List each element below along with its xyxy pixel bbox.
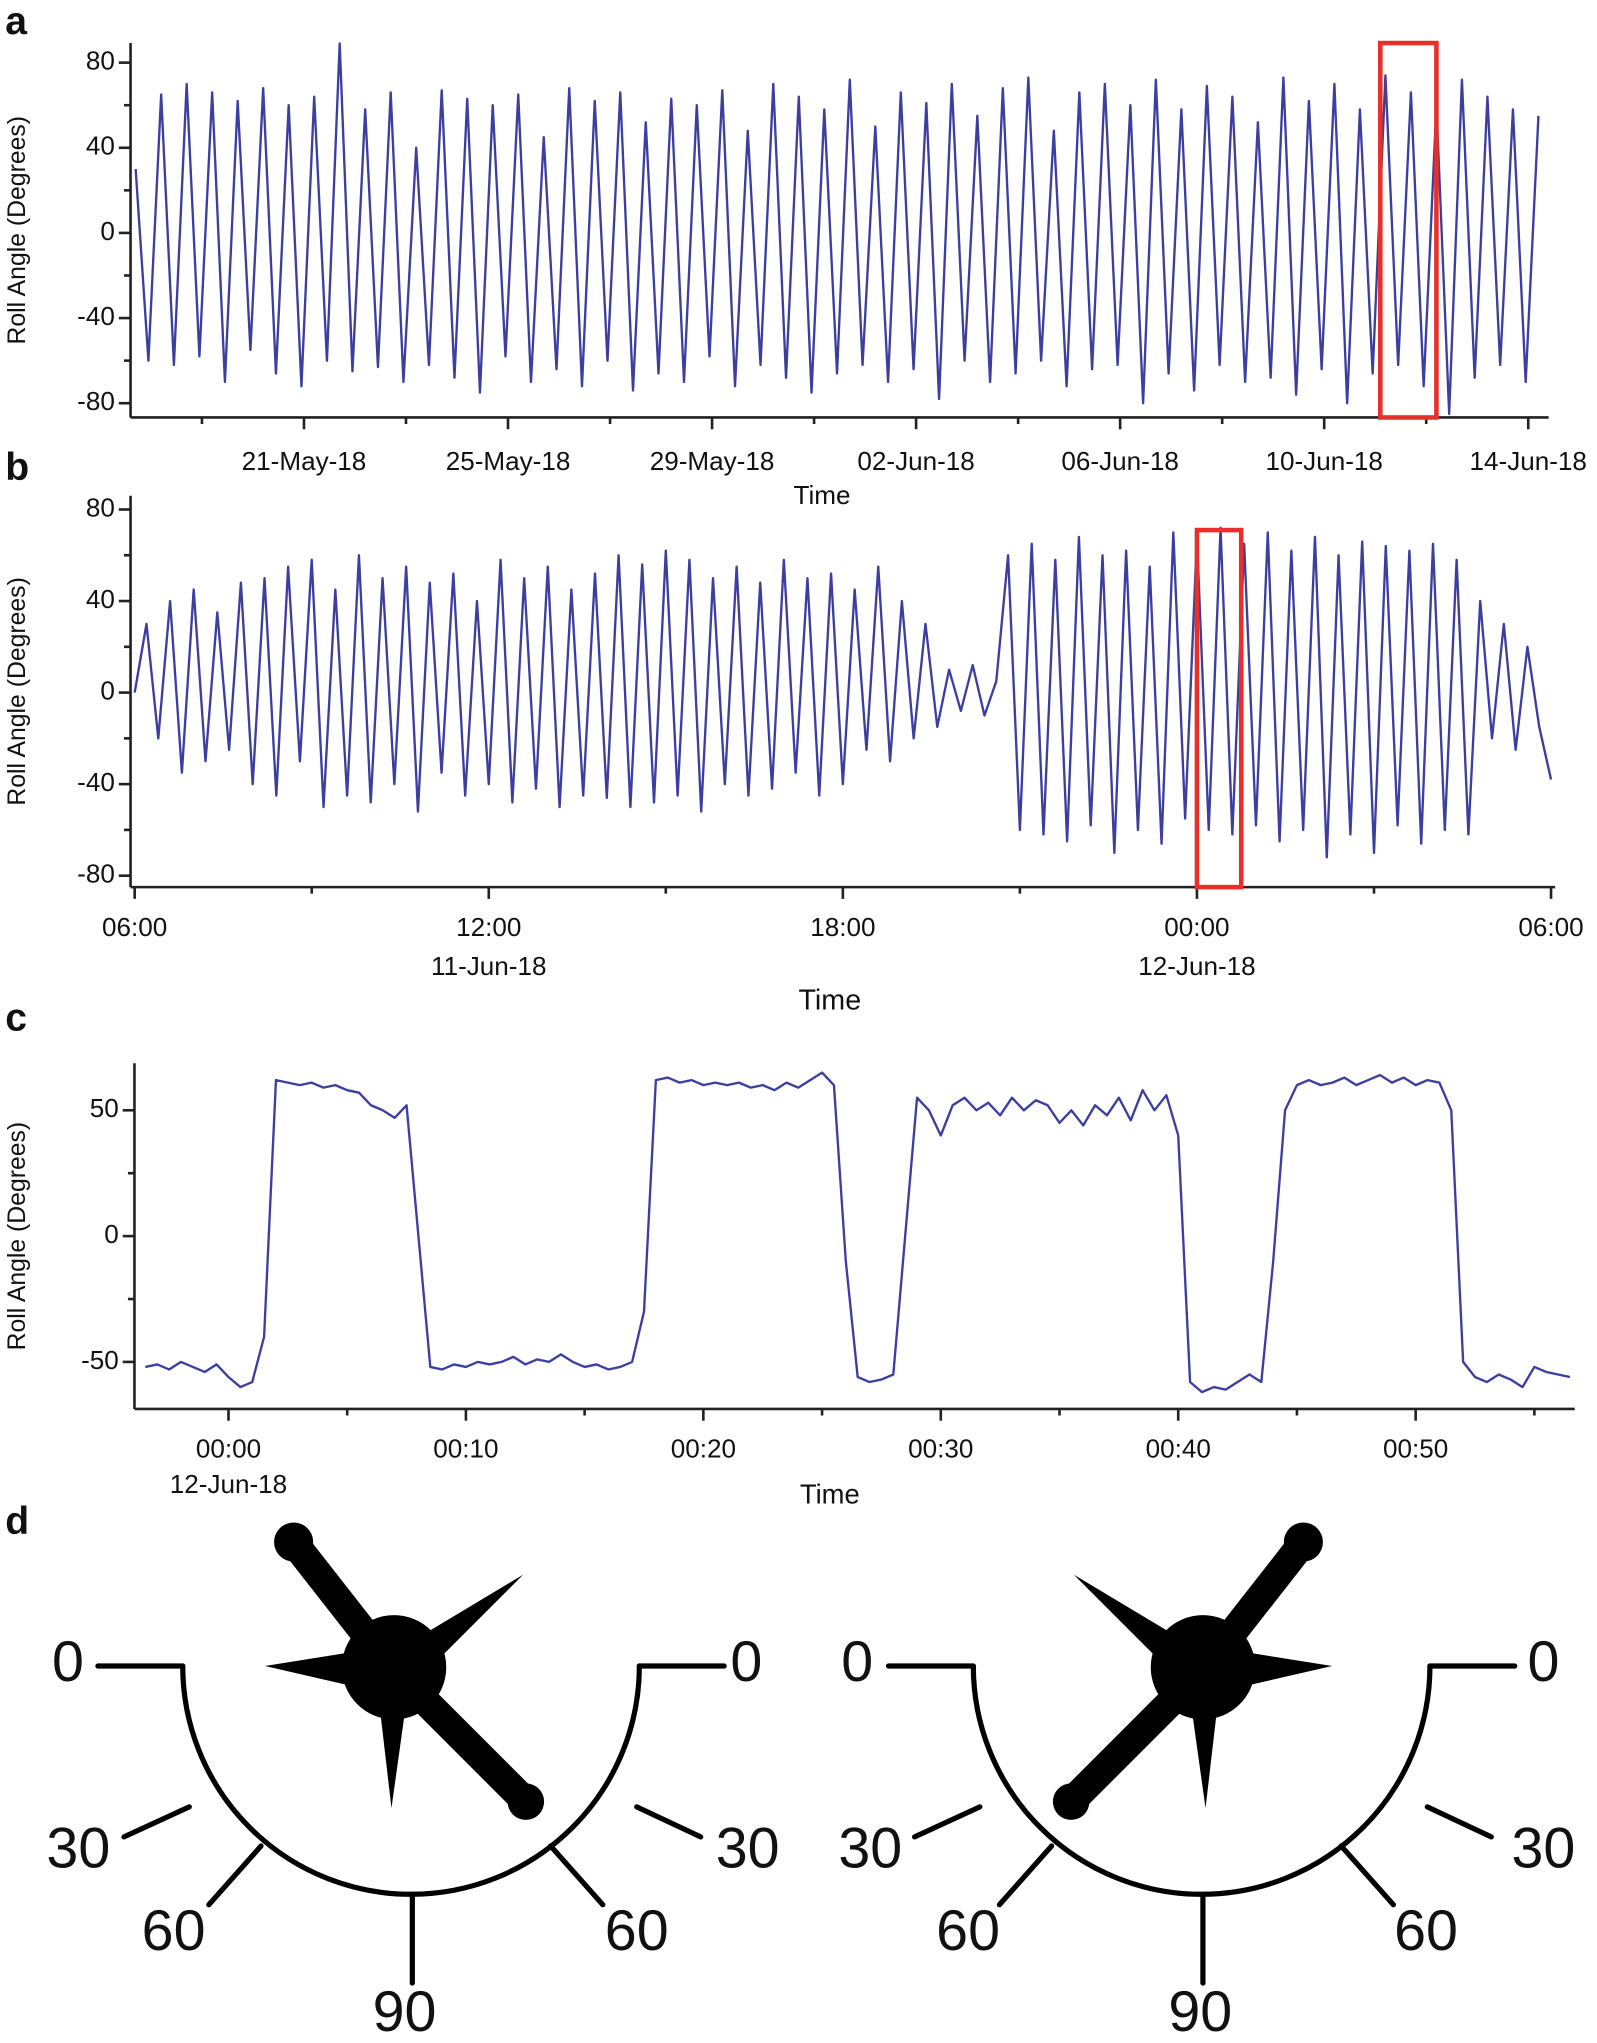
- x-tick-label: 02-Jun-18: [857, 446, 974, 476]
- y-axis-title: Roll Angle (Degrees): [4, 577, 31, 806]
- dial-label: 60: [1394, 1899, 1458, 1963]
- y-tick-label: 50: [90, 1093, 119, 1123]
- x-tick-label: 00:40: [1146, 1434, 1211, 1464]
- dial-label: 0: [52, 1630, 84, 1694]
- dial-label: 90: [373, 1980, 437, 2043]
- y-tick-label: 40: [86, 584, 115, 614]
- y-tick-label: 80: [86, 46, 115, 76]
- y-tick-label: -40: [77, 767, 115, 797]
- starfish: [265, 1522, 544, 1819]
- x-axis-title: Time: [800, 1479, 860, 1510]
- data-line: [145, 1071, 1571, 1394]
- highlight-box: [1378, 40, 1439, 420]
- x-tick-label: 00:00: [1164, 912, 1229, 942]
- dial: 0 0 30 30 60 60 90: [838, 1522, 1575, 2043]
- y-axis-title: Roll Angle (Degrees): [4, 116, 31, 345]
- dial-label: 60: [605, 1899, 669, 1963]
- dial-label: 0: [1527, 1630, 1559, 1694]
- dial-label: 60: [142, 1899, 206, 1963]
- y-tick-label: -50: [81, 1345, 119, 1375]
- x-tick-label: 00:00: [196, 1434, 261, 1464]
- data-line: [133, 526, 1553, 859]
- x-tick-label: 29-May-18: [650, 446, 775, 476]
- date-label: 12-Jun-18: [1138, 951, 1255, 981]
- x-tick-label: 00:30: [908, 1434, 973, 1464]
- dial-ticks: [95, 1663, 727, 1986]
- x-tick-label: 14-Jun-18: [1470, 446, 1587, 476]
- x-tick-label: 00:20: [671, 1434, 736, 1464]
- panel-label: d: [5, 1500, 29, 1543]
- date-label: 11-Jun-18: [431, 951, 547, 981]
- chart-panel: -80 -40 0 40 80 21-May-18 25-May-18 29-May-18 02…: [4, 40, 1587, 510]
- x-tick-label: 18:00: [810, 912, 875, 942]
- y-tick-label: 80: [86, 492, 115, 522]
- y-tick-label: 0: [100, 675, 115, 705]
- panel-label: b: [5, 446, 29, 489]
- x-tick-label: 06-Jun-18: [1061, 446, 1178, 476]
- y-tick-label: -80: [77, 859, 115, 889]
- x-axis-title: Time: [793, 480, 850, 510]
- panel-label: c: [5, 997, 27, 1040]
- dial-label: 30: [46, 1817, 110, 1881]
- y-tick-label: 0: [100, 216, 115, 246]
- x-tick-label: 12:00: [456, 912, 521, 942]
- x-tick-label: 06:00: [102, 912, 167, 942]
- y-tick-label: 40: [86, 131, 115, 161]
- dial-ticks: [885, 1663, 1518, 1986]
- x-tick-label: 21-May-18: [242, 446, 367, 476]
- x-tick-label: 00:10: [433, 1434, 498, 1464]
- dial-label: 30: [838, 1817, 902, 1881]
- y-axis-title: Roll Angle (Degrees): [4, 1122, 31, 1351]
- dial-label: 90: [1168, 1980, 1232, 2043]
- starfish: [1053, 1522, 1332, 1819]
- dial-label: 60: [936, 1899, 1000, 1963]
- dial: 0 0 30 30 60 60 90: [46, 1522, 780, 2043]
- chart-panel: -50 0 50 00:00 00:10 00:20 00:30 00:40 00:50 12-J…: [4, 1063, 1575, 1510]
- x-tick-label: 10-Jun-18: [1265, 446, 1382, 476]
- x-axis-title: Time: [798, 985, 861, 1017]
- data-line: [134, 42, 1540, 416]
- dial-label: 30: [1512, 1817, 1576, 1881]
- x-tick-label: 25-May-18: [446, 446, 571, 476]
- y-tick-label: 0: [104, 1219, 119, 1249]
- date-label: 12-Jun-18: [170, 1469, 287, 1499]
- panel-label: a: [5, 0, 28, 43]
- dial-label: 0: [841, 1630, 873, 1694]
- y-tick-label: -40: [77, 301, 115, 331]
- highlight-box: [1194, 527, 1244, 890]
- x-tick-label: 06:00: [1518, 912, 1583, 942]
- chart-panel: -80 -40 0 40 80 06:00 12:00 18:00 00:00 06:00 11-J…: [4, 492, 1584, 1016]
- dial-label: 0: [730, 1630, 762, 1694]
- y-tick-label: -80: [77, 386, 115, 416]
- dial-label: 30: [716, 1817, 780, 1881]
- x-tick-label: 00:50: [1383, 1434, 1448, 1464]
